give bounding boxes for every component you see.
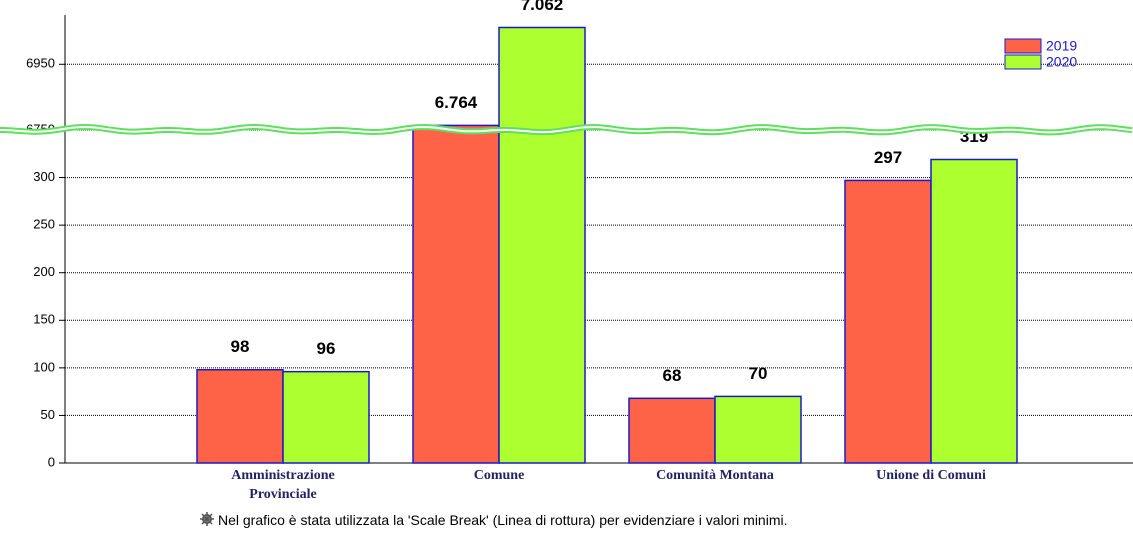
x-tick-label: Comune [473, 468, 525, 483]
y-tick-label: 150 [33, 312, 55, 327]
legend-label: 2019 [1046, 38, 1077, 54]
data-label: 96 [317, 339, 336, 358]
y-tick-label: 250 [33, 217, 55, 232]
x-tick-label: Comunità Montana [656, 468, 774, 483]
y-tick-label: 300 [33, 169, 55, 184]
y-tick-label: 100 [33, 359, 55, 374]
bar [930, 158, 1018, 464]
x-tick-label: Amministrazione Provinciale [231, 468, 335, 502]
y-tick-label: 6950 [26, 56, 55, 71]
footnote: Nel grafico è stata utilizzata la 'Scale… [218, 512, 788, 528]
data-label: 6.764 [435, 93, 478, 112]
scale-break [0, 125, 1133, 134]
y-tick-label: 200 [33, 264, 55, 279]
bar [714, 395, 802, 464]
bar [282, 370, 370, 464]
y-tick-label: 50 [41, 407, 55, 422]
bar [628, 397, 716, 464]
bar [844, 179, 932, 464]
y-tick-label: 0 [48, 454, 55, 469]
legend-label: 2020 [1046, 54, 1077, 70]
bar [196, 369, 284, 464]
legend-swatch [1004, 38, 1042, 54]
data-label: 98 [231, 337, 250, 356]
data-label: 297 [874, 148, 902, 167]
data-label: 68 [663, 366, 682, 385]
note-icon [200, 512, 214, 526]
data-label: 7.062 [521, 0, 564, 14]
legend-swatch [1004, 54, 1042, 70]
data-label: 70 [749, 364, 768, 383]
x-tick-label: Unione di Comuni [876, 468, 986, 483]
bar [498, 26, 586, 464]
bar [412, 124, 500, 464]
